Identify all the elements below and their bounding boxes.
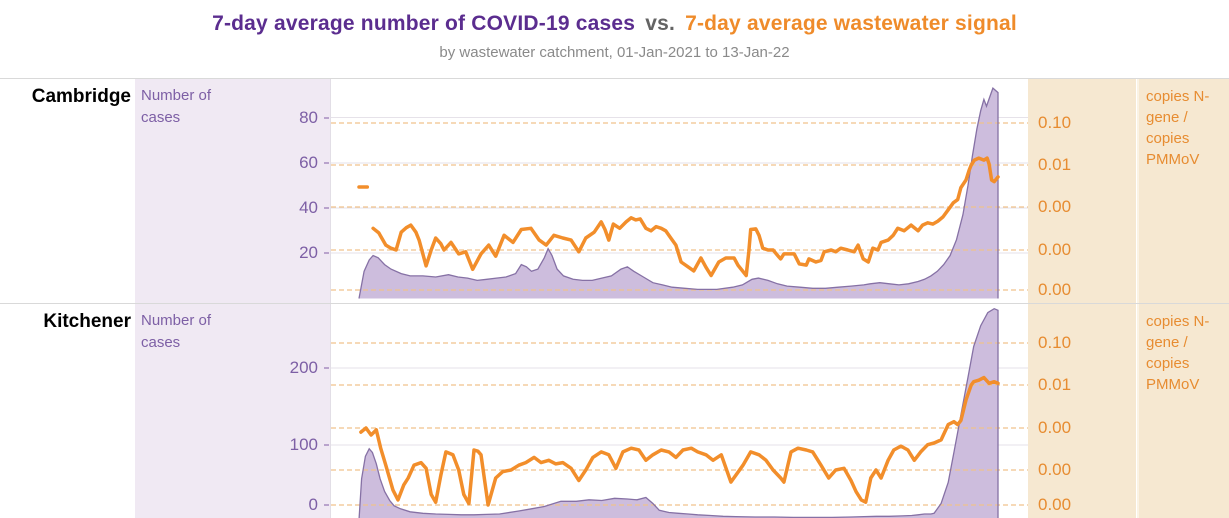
chart-subtitle: by wastewater catchment, 01-Jan-2021 to … (439, 44, 790, 61)
left-axis-tick-label: 100 (289, 435, 318, 454)
right-axis-title: copies N-gene / copies PMMoV (1146, 88, 1210, 168)
cases-area[interactable] (359, 88, 998, 299)
plot-area-cambridge[interactable] (330, 79, 1029, 303)
header-divider (0, 78, 1229, 79)
right-axis-tick-label: 0.01 (1038, 375, 1072, 394)
plot-svg[interactable] (331, 304, 1029, 518)
cases-area-outline (358, 86, 999, 299)
cases-area-outline (358, 307, 999, 518)
chart-title-cases: 7-day average number of COVID-19 cases (212, 12, 636, 35)
right-axis-ticks-panel: 0.10 0.01 0.00 0.00 0.00 (1028, 304, 1136, 518)
right-axis-tick-label: 0.00 (1038, 418, 1072, 437)
signal-line[interactable] (371, 156, 1000, 278)
cases-area[interactable] (359, 308, 998, 518)
left-axis-tick-label: 200 (289, 358, 318, 377)
row-label-kitchener: Kitchener (43, 311, 131, 332)
left-axis-title: Number of cases (141, 312, 212, 351)
right-axis-tick-label: 0.10 (1038, 333, 1072, 352)
plot-area-kitchener[interactable] (330, 304, 1029, 518)
chart-title-separator: vs. (645, 12, 676, 35)
left-axis-tick-mark (324, 116, 329, 119)
right-axis-title-panel: copies N-gene / copies PMMoV (1137, 79, 1229, 303)
catchment-row-kitchener: Kitchener Number of cases 0 100 200 0.10 0.… (0, 304, 1229, 518)
left-axis-tick-label: 60 (299, 153, 318, 172)
left-axis-panel: Number of cases 0 100 200 (135, 304, 330, 518)
catchment-row-cambridge: Cambridge Number of cases 20 40 60 80 0.10 0… (0, 79, 1229, 303)
row-label-cambridge: Cambridge (31, 86, 131, 107)
left-axis-tick-label: 40 (299, 198, 318, 217)
chart-header: 7-day average number of COVID-19 cases v… (0, 0, 1229, 78)
left-axis-panel: Number of cases 20 40 60 80 (135, 79, 330, 303)
left-axis-tick-label: 0 (308, 495, 318, 514)
left-axis-tick-mark (324, 162, 329, 164)
right-axis-tick-label: 0.00 (1038, 460, 1072, 479)
plot-svg[interactable] (331, 79, 1029, 303)
chart-title: 7-day average number of COVID-19 cases v… (0, 12, 1229, 36)
right-axis-tick-label: 0.00 (1038, 495, 1072, 514)
left-axis-tick-mark (324, 207, 329, 209)
right-axis-tick-label: 0.00 (1038, 280, 1072, 299)
left-axis-title: Number of cases (141, 87, 212, 126)
left-axis-tick-label: 80 (299, 107, 318, 127)
left-axis-tick-mark (324, 367, 329, 369)
left-axis-tick-label: 20 (299, 243, 318, 262)
right-axis-tick-label: 0.10 (1038, 113, 1072, 132)
right-axis-tick-label: 0.00 (1038, 197, 1072, 216)
left-axis-tick-mark (324, 504, 329, 506)
right-axis-tick-label: 0.00 (1038, 240, 1072, 259)
right-axis-title: copies N-gene / copies PMMoV (1146, 313, 1210, 393)
right-axis-ticks-panel: 0.10 0.01 0.00 0.00 0.00 (1028, 79, 1136, 303)
right-axis-tick-label: 0.01 (1038, 155, 1072, 174)
row-divider (0, 303, 1229, 304)
right-axis-title-panel: copies N-gene / copies PMMoV (1137, 304, 1229, 518)
chart-title-signal: 7-day average wastewater signal (685, 12, 1017, 35)
left-axis-tick-mark (324, 252, 329, 254)
left-axis-tick-mark (324, 444, 329, 446)
signal-line[interactable] (359, 375, 1000, 507)
